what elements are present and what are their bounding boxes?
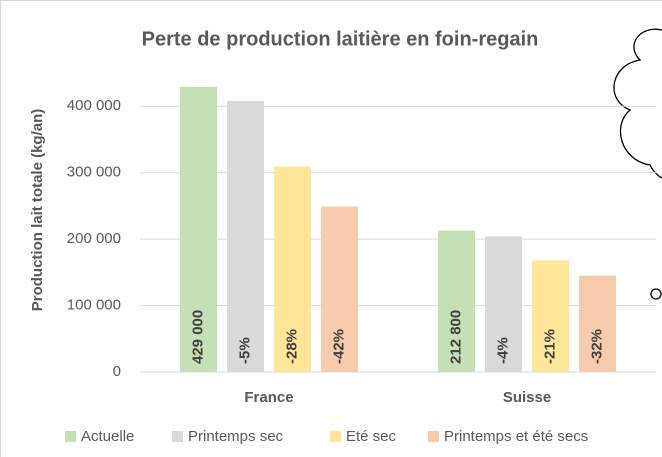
y-tick-label: 200 000 (67, 230, 121, 247)
bar (180, 86, 217, 372)
legend-swatch (65, 431, 76, 442)
x-tick-label: France (244, 389, 293, 406)
x-tick-label: Suisse (503, 389, 551, 406)
cloud (613, 28, 662, 300)
legend-label: Printemps sec (188, 428, 284, 445)
legend-label: Printemps et été secs (444, 428, 588, 445)
data-label: -28% (283, 329, 300, 364)
data-label: -42% (330, 329, 347, 364)
data-label: -4% (494, 337, 511, 364)
legend-swatch (172, 431, 183, 442)
legend-swatch (428, 431, 439, 442)
bar (274, 166, 311, 372)
data-label: -21% (541, 329, 558, 364)
legend-label: Actuelle (81, 428, 134, 445)
bar (532, 260, 569, 372)
cloud-dot (650, 288, 662, 300)
data-label: 429 000 (189, 310, 206, 364)
data-label: 212 800 (447, 310, 464, 364)
legend-label: Eté sec (346, 428, 397, 445)
legend-swatch (330, 431, 341, 442)
y-tick-label: 300 000 (67, 164, 121, 181)
y-tick-label: 0 (113, 363, 121, 380)
y-tick-label: 400 000 (67, 97, 121, 114)
bar (485, 236, 522, 372)
bar (321, 206, 358, 372)
cloud-outline (613, 28, 662, 179)
data-label: -5% (236, 337, 253, 364)
bar (438, 230, 475, 372)
bar (227, 100, 264, 372)
chart-title: Perte de production laitière en foin-reg… (142, 28, 539, 50)
y-tick-label: 100 000 (67, 297, 121, 314)
y-axis-title: Production lait totale (kg/an) (29, 109, 46, 312)
bar (579, 275, 616, 372)
data-label: -32% (588, 329, 605, 364)
